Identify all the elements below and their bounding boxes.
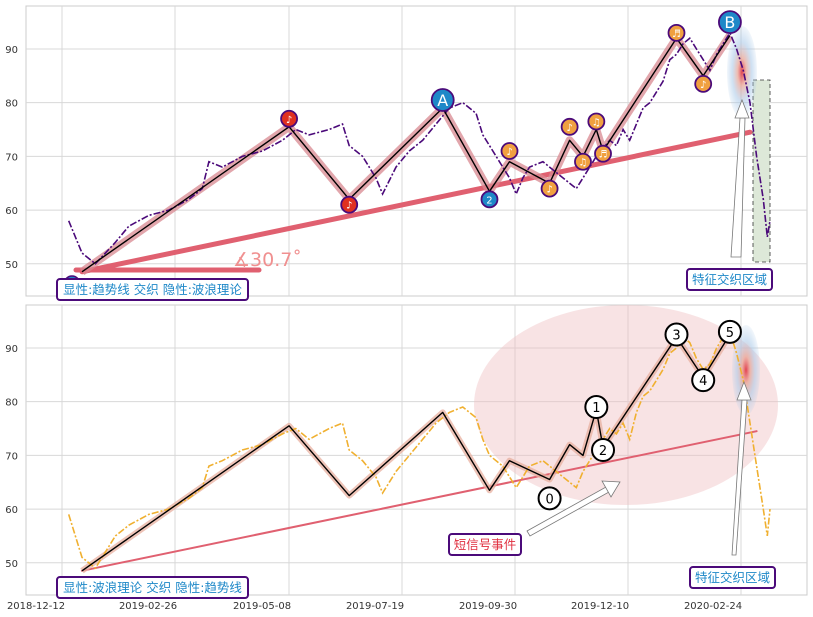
wave-marker xyxy=(340,195,359,214)
top-y-axis: 50 60 70 80 90 xyxy=(5,45,18,271)
top-zone-arrowhead xyxy=(734,98,750,119)
top-wave-path xyxy=(81,35,731,273)
bottom-pink-region xyxy=(474,305,778,505)
bottom-wave-labels: 0 1 2 3 4 5 xyxy=(537,319,742,511)
y-tick-label: 80 xyxy=(5,398,18,409)
top-hotspot xyxy=(727,26,757,118)
wave-marker-label: ♫ xyxy=(578,158,587,169)
bottom-zone-arrowhead xyxy=(736,380,752,401)
wave-marker xyxy=(718,10,742,35)
y-tick-label: 90 xyxy=(5,344,18,355)
wave-count-label: 1 xyxy=(592,401,600,416)
wave-marker xyxy=(430,88,455,112)
wave-marker-label: ♪ xyxy=(566,123,572,134)
bottom-price-series xyxy=(67,330,771,570)
trendline xyxy=(79,129,753,275)
wave-marker-label: A xyxy=(437,91,448,110)
top-plot-area xyxy=(25,5,808,297)
wave-marker xyxy=(280,109,298,128)
bottom-wave-path xyxy=(81,334,731,572)
x-tick-label: 2018-12-12 xyxy=(7,601,65,612)
bottom-zone-label-box xyxy=(689,566,776,589)
bottom-zone-label: 特征交织区域 xyxy=(695,570,770,585)
price-line xyxy=(67,31,771,265)
event-arrowhead xyxy=(601,480,621,498)
y-tick-label: 60 xyxy=(5,505,18,516)
y-tick-label: 80 xyxy=(5,99,18,110)
wave-marker-label: ♪ xyxy=(506,147,512,158)
wave-marker-label: ♬ xyxy=(599,150,608,161)
y-tick-label: 50 xyxy=(5,260,18,271)
bottom-grid xyxy=(26,305,807,595)
bottom-x-axis: 2018-12-12 2019-02-26 2019-05-08 2019-07-19… xyxy=(7,601,742,612)
bottom-plot-area xyxy=(25,304,808,596)
wave-count-marker xyxy=(537,486,562,511)
wave-count-label: 3 xyxy=(672,329,680,344)
x-tick-label: 2019-02-26 xyxy=(119,601,177,612)
wave-marker-label: ♫ xyxy=(592,117,601,128)
wave-count-marker xyxy=(691,368,716,393)
wave-marker-label: ♪ xyxy=(700,80,706,91)
x-tick-label: 2019-05-08 xyxy=(233,601,291,612)
wave-marker xyxy=(480,190,499,209)
y-tick-label: 60 xyxy=(5,206,18,217)
y-tick-label: 50 xyxy=(5,559,18,570)
event-label-box xyxy=(448,533,522,556)
wave-count-label: 4 xyxy=(699,374,707,389)
wave-marker-label: ♪ xyxy=(286,115,292,126)
bottom-trendline-layer xyxy=(81,430,758,572)
wave-marker-label: 2 xyxy=(486,195,492,206)
wave-marker xyxy=(560,117,579,136)
bottom-y-axis: 50 60 70 80 90 xyxy=(5,344,18,570)
wave-marker xyxy=(574,152,592,171)
wave-line xyxy=(81,35,731,273)
wave-marker-label: ♬ xyxy=(672,29,681,40)
top-markers: ♪ ♪ A 2 ♪ ♪ ♪ ♫ ♫ ♬ ♬ ♪ B xyxy=(280,10,742,214)
wave-count-marker xyxy=(591,438,616,462)
bottom-corner-label-box xyxy=(56,576,249,599)
wave-count-label: 5 xyxy=(726,326,734,341)
bottom-corner-label: 显性:波浪理论 交织 隐性:趋势线 xyxy=(63,580,242,595)
x-tick-label: 2019-07-19 xyxy=(346,601,404,612)
top-zone-label-box xyxy=(686,268,773,291)
wave-marker xyxy=(587,112,606,131)
wave-marker xyxy=(594,144,612,163)
wave-count-marker xyxy=(584,395,609,420)
wave-marker-label: B xyxy=(724,13,735,32)
wave-marker xyxy=(667,23,686,42)
y-tick-label: 90 xyxy=(5,45,18,56)
wave-marker-label: ♪ xyxy=(546,185,552,196)
wave-marker-label: ♪ xyxy=(346,201,352,212)
top-angle-label: ∡30.7˚ xyxy=(233,249,302,271)
wave-count-marker xyxy=(664,322,689,347)
x-tick-label: 2020-02-24 xyxy=(684,601,742,612)
top-trendline-layer xyxy=(79,129,753,275)
trendline xyxy=(81,430,758,572)
y-tick-label: 70 xyxy=(5,152,18,163)
top-panel: 50 60 70 80 90 ♪ ♪ A 2 ♪ ♪ ♪ ♫ ♫ ♬ ♬ ♪ B ∡30.7˚ 特征交织区域 显… xyxy=(5,5,808,301)
top-price-series xyxy=(67,31,771,265)
top-corner-label-box xyxy=(56,278,249,301)
wave-marker xyxy=(540,179,559,198)
bottom-hotspot xyxy=(732,325,760,415)
x-tick-label: 2019-12-10 xyxy=(571,601,629,612)
wave-count-label: 2 xyxy=(599,444,607,459)
wave-marker xyxy=(500,142,519,160)
wave-count-marker xyxy=(717,319,742,344)
top-corner-label: 显性:趋势线 交织 隐性:波浪理论 xyxy=(63,282,242,297)
y-tick-label: 70 xyxy=(5,451,18,462)
top-zone-label: 特征交织区域 xyxy=(692,272,767,287)
wave-line xyxy=(81,334,731,572)
price-line xyxy=(67,330,771,570)
event-label: 短信号事件 xyxy=(454,537,517,552)
wave-marker xyxy=(694,74,713,93)
wave-count-label: 0 xyxy=(545,492,553,507)
x-tick-label: 2019-09-30 xyxy=(459,601,517,612)
